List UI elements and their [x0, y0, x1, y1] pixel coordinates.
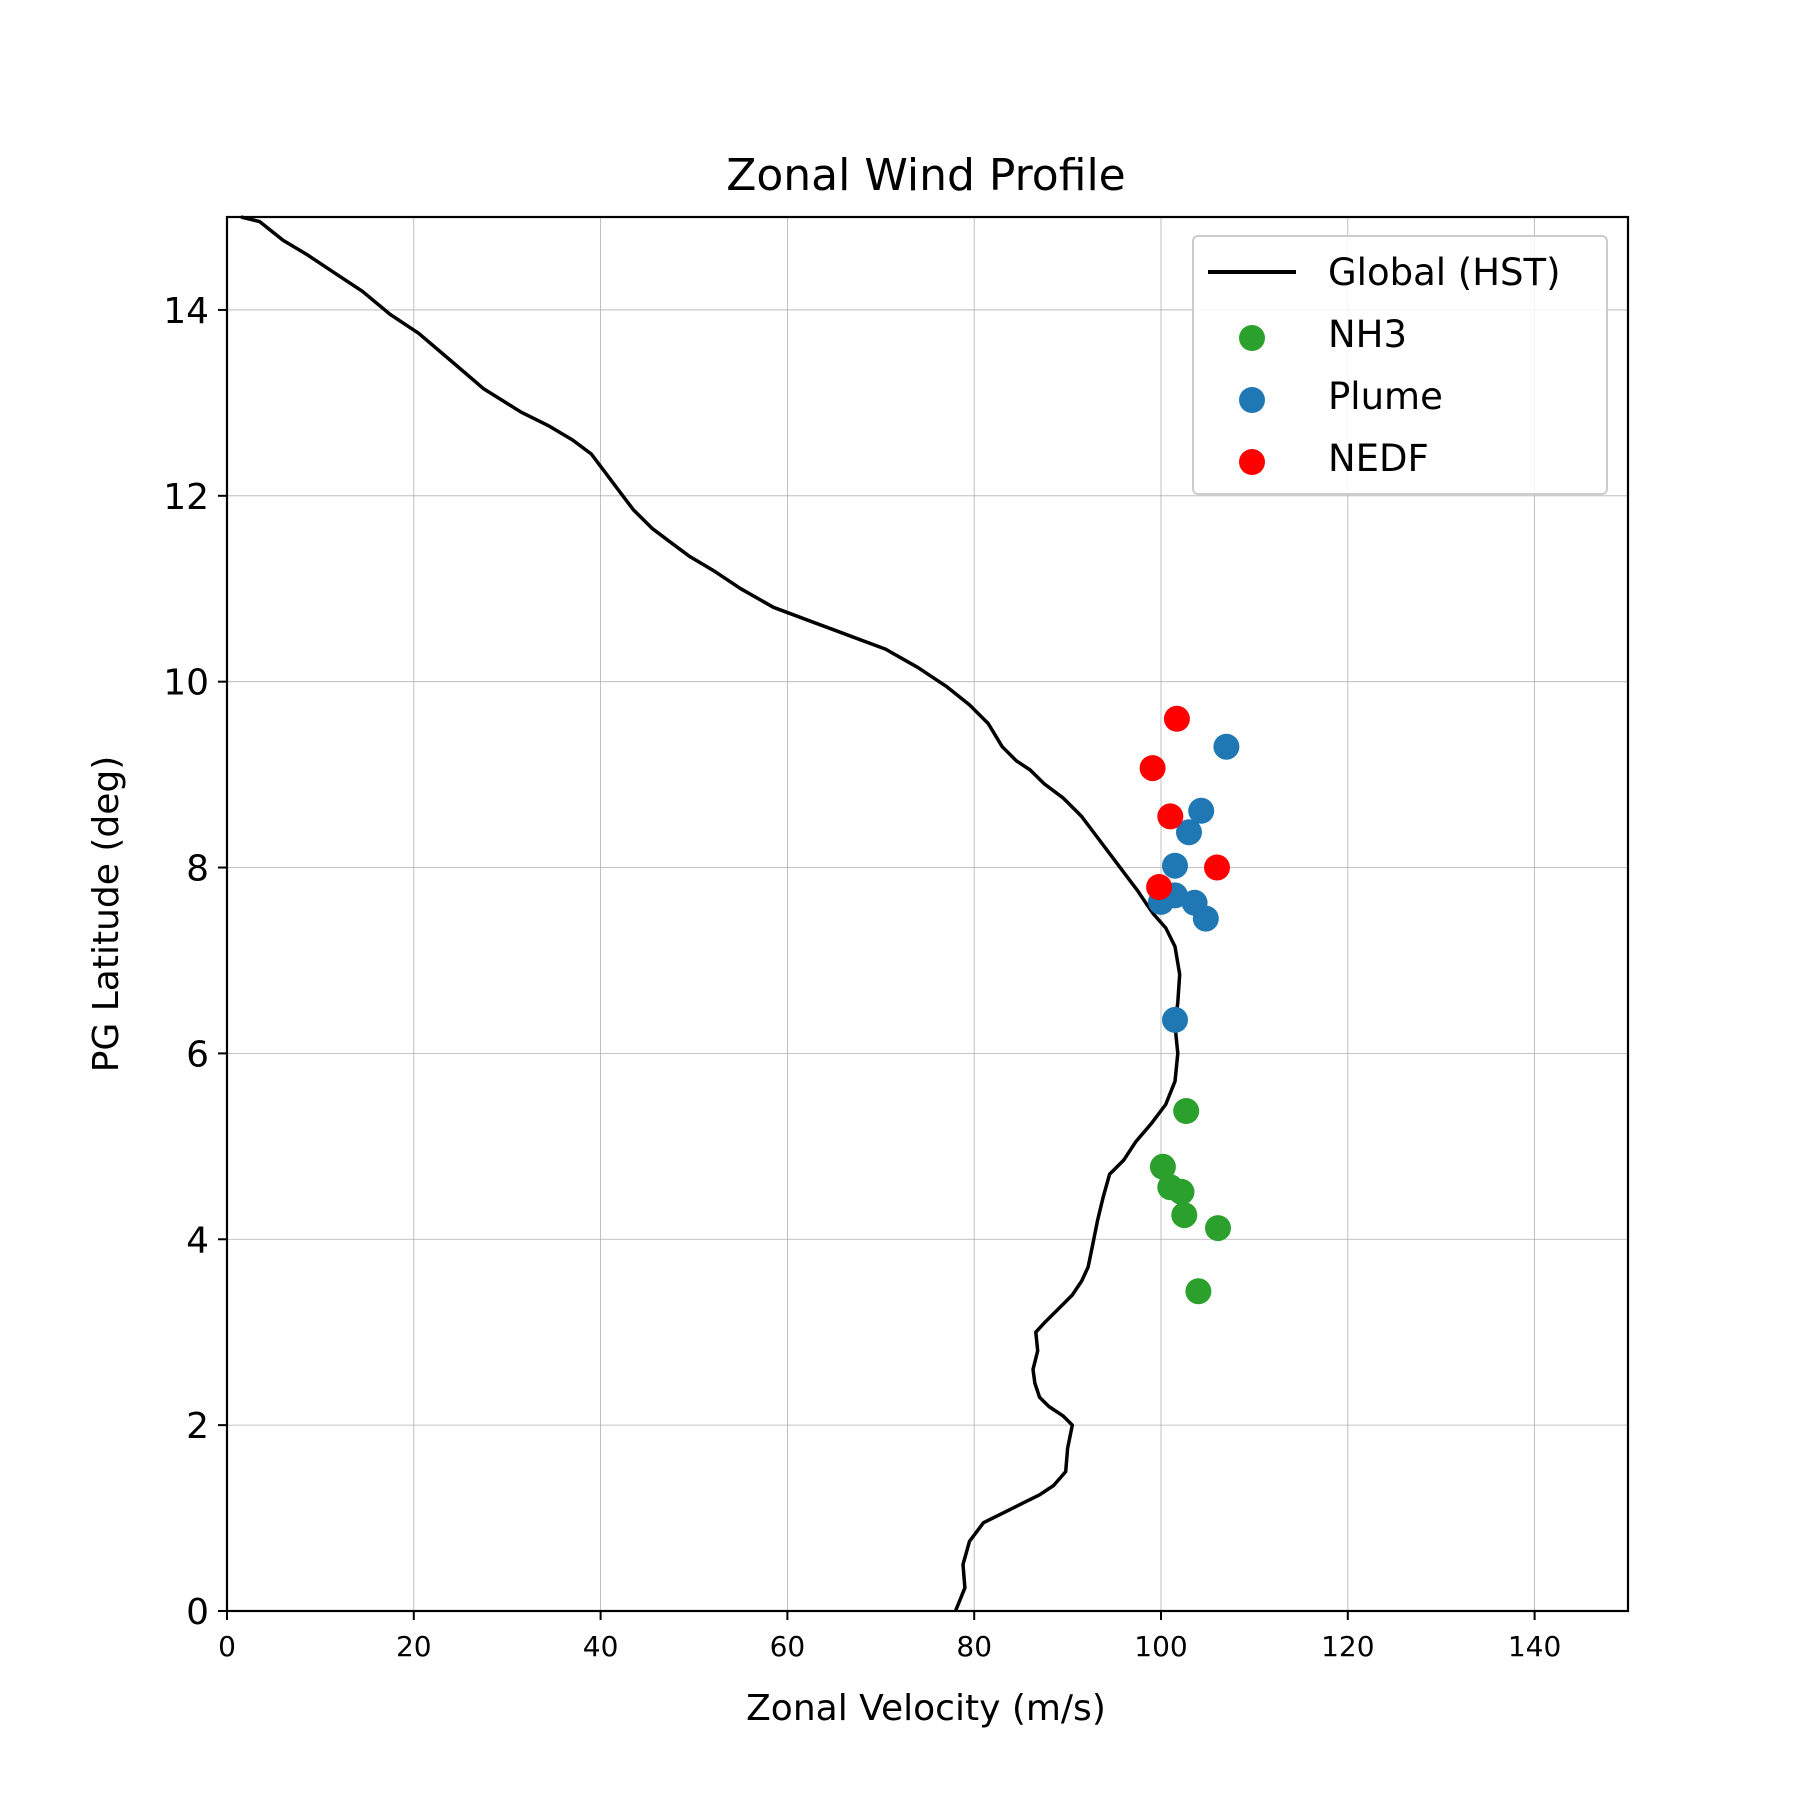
- nedf-point: [1163, 705, 1190, 732]
- y-tick-label: 10: [163, 663, 209, 704]
- y-tick-label: 2: [186, 1406, 209, 1447]
- x-tick-label: 40: [583, 1630, 619, 1663]
- plume-point: [1162, 852, 1188, 879]
- legend-label-global-hst: Global (HST): [1328, 251, 1561, 294]
- chart-title: Zonal Wind Profile: [726, 150, 1126, 201]
- nh3-point: [1173, 1098, 1200, 1124]
- nh3-point: [1171, 1202, 1198, 1229]
- x-tick-label: 140: [1508, 1630, 1561, 1663]
- x-tick-label: 80: [956, 1630, 992, 1663]
- x-tick-label: 60: [770, 1630, 806, 1663]
- legend-label-plume: Plume: [1328, 375, 1443, 418]
- y-tick-label: 6: [186, 1034, 209, 1075]
- plume-point: [1162, 1006, 1188, 1033]
- nh3-point: [1168, 1178, 1195, 1205]
- x-tick-label: 0: [218, 1630, 236, 1663]
- plume-point: [1192, 905, 1219, 932]
- nh3-point: [1205, 1215, 1231, 1242]
- global-hst-line: [240, 215, 1182, 1612]
- legend-swatch-plume: [1239, 387, 1265, 413]
- axis-ticks: 0 20 40 60 80 100 120 140 0 2 4 6 8 10 12 14: [163, 291, 1561, 1663]
- legend-swatch-nedf: [1239, 449, 1265, 475]
- nedf-point: [1139, 755, 1166, 782]
- nh3-point: [1185, 1278, 1212, 1305]
- plume-point: [1213, 733, 1240, 760]
- plume-point: [1188, 797, 1215, 824]
- legend: Global (HST) NH3 Plume NEDF: [1192, 235, 1608, 495]
- nedf-point: [1157, 803, 1184, 830]
- y-tick-label: 14: [163, 291, 209, 332]
- plot-frame: [225, 215, 1630, 1613]
- nedf-point: [1204, 854, 1230, 881]
- x-tick-label: 120: [1321, 1630, 1374, 1663]
- legend-swatch-nh3: [1239, 325, 1265, 351]
- y-tick-label: 0: [186, 1592, 209, 1633]
- legend-box: [1192, 235, 1608, 495]
- plot-data: [240, 215, 1240, 1612]
- y-tick-label: 12: [163, 477, 209, 518]
- y-tick-label: 8: [186, 849, 209, 890]
- x-axis-label: Zonal Velocity (m/s): [746, 1688, 1106, 1729]
- plume-point: [1176, 819, 1202, 846]
- nh3-point: [1149, 1153, 1176, 1180]
- x-tick-label: 100: [1134, 1630, 1187, 1663]
- y-tick-label: 4: [186, 1220, 209, 1261]
- y-axis-label: PG Latitude (deg): [86, 756, 127, 1073]
- nedf-point: [1146, 874, 1173, 900]
- x-tick-label: 20: [396, 1630, 432, 1663]
- legend-label-nh3: NH3: [1328, 313, 1407, 356]
- legend-label-nedf: NEDF: [1328, 437, 1429, 480]
